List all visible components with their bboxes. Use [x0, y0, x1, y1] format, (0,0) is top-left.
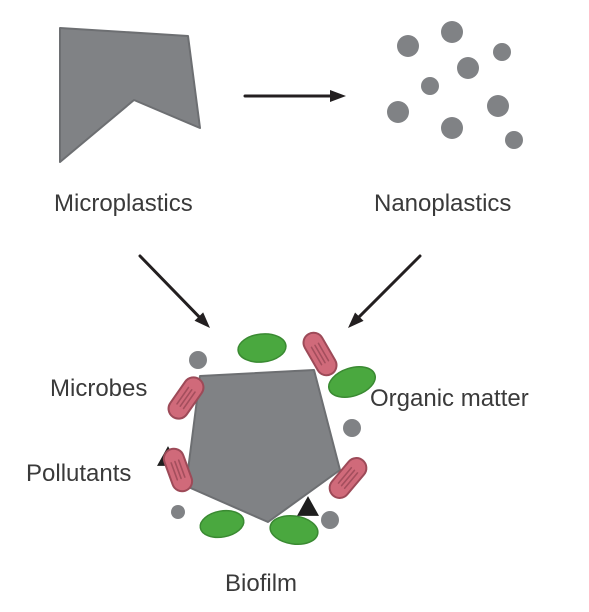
nanoplastics-cluster	[387, 21, 523, 149]
arrow	[245, 90, 346, 102]
nanoplastic-dot	[321, 511, 339, 529]
label-microplastics: Microplastics	[54, 190, 193, 218]
microplastic-shape	[60, 28, 200, 162]
nanoplastic-dot	[493, 43, 511, 61]
label-pollutants: Pollutants	[26, 460, 131, 488]
label-microbes: Microbes	[50, 375, 147, 403]
nanoplastic-dot	[397, 35, 419, 57]
label-organic-matter: Organic matter	[370, 385, 529, 413]
nanoplastic-dot	[171, 505, 185, 519]
biofilm-cluster	[157, 329, 379, 547]
nanoplastic-dot	[189, 351, 207, 369]
nanoplastic-dot	[457, 57, 479, 79]
arrow	[348, 256, 420, 328]
nanoplastic-dot	[487, 95, 509, 117]
nanoplastic-dot	[441, 21, 463, 43]
nanoplastic-dot	[441, 117, 463, 139]
nanoplastic-dot	[505, 131, 523, 149]
nanoplastic-dot	[421, 77, 439, 95]
arrow	[140, 256, 210, 328]
nanoplastic-dot	[343, 419, 361, 437]
organic-matter-icon	[268, 513, 319, 547]
biofilm-core-plastic	[186, 370, 340, 522]
nanoplastic-dot	[387, 101, 409, 123]
label-nanoplastics: Nanoplastics	[374, 190, 511, 218]
diagram-canvas	[0, 0, 589, 612]
organic-matter-icon	[198, 507, 246, 540]
label-biofilm: Biofilm	[225, 570, 297, 598]
organic-matter-icon	[237, 332, 288, 365]
